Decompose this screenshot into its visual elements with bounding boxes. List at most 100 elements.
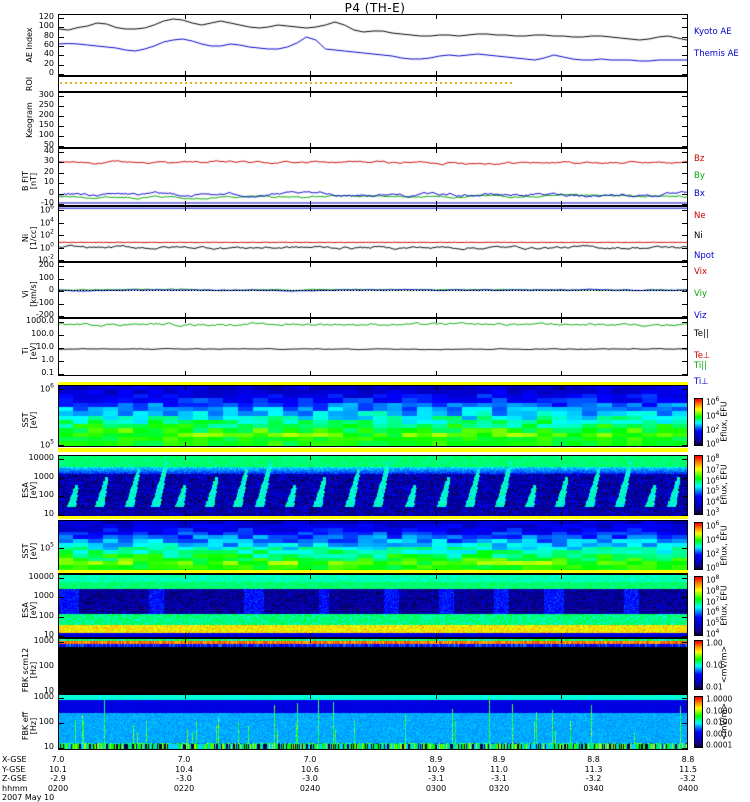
xtick-keogram-0: [185, 143, 186, 147]
axis-tick-z_gse-3: -3.1: [428, 774, 444, 783]
cb-esa1-tick-5: 103: [706, 506, 720, 518]
xtick-ni-0: [185, 257, 186, 261]
ytick-bfit-3: 10: [43, 177, 54, 187]
ytick-fbk_eff-2: 10: [43, 742, 54, 751]
roi-indicator: [60, 82, 514, 84]
xtick-ae-1: [310, 15, 311, 19]
xtick-fbk_scm-0: [185, 689, 186, 693]
panel-tite: [58, 318, 688, 376]
xtick-fbk_eff-2: [436, 745, 437, 749]
legend-vi-2: Viz: [694, 311, 707, 321]
xtick-ni-2: [436, 257, 437, 261]
ytick-keogram-0: 300: [38, 90, 54, 99]
tickmark-tite-2: [59, 348, 64, 349]
xtick-sst1-2: [436, 386, 437, 390]
xtick-sst1-0: [185, 442, 186, 446]
cb-fbk-scm-tick-0: 1.00: [706, 638, 723, 648]
ytick-tite-3: 1.0: [41, 355, 54, 364]
tickmark-ni-1: [59, 222, 64, 224]
legend-tite-0: Te||: [694, 329, 709, 339]
xtick-vi-1: [310, 263, 311, 267]
xtick-esa1-3: [561, 456, 562, 460]
cb-esa2-tick-4: 105: [706, 616, 720, 628]
xtick-sst1-1: [310, 442, 311, 446]
ytick-ae-0: 120: [38, 12, 54, 21]
ytick-sst1-0: 106: [39, 382, 54, 394]
panel-tite-canvas: [59, 319, 687, 375]
panel-fbk_scm: [58, 638, 688, 694]
axis-tick-x_gse-2: 7.0: [303, 755, 317, 764]
tickmark-ae-2: [59, 36, 64, 38]
tickmark-fbk_eff-2: [682, 748, 687, 749]
xtick-vi-0: [185, 313, 186, 317]
tickmark-vi-4: [682, 316, 687, 317]
axis-tick-z_gse-5: -3.2: [585, 774, 602, 783]
tickmark-keogram-0: [682, 96, 687, 97]
panel-fbk_eff: [58, 694, 688, 750]
ytick-vi-4: -200: [35, 310, 54, 319]
panel-bfit: [58, 148, 688, 206]
cb-sst2-tick-0: 106: [706, 519, 720, 531]
axis-tick-z_gse-4: -3.1: [491, 774, 507, 783]
tickmark-ae-6: [59, 74, 64, 75]
ytick-keogram-5: 50: [43, 140, 54, 149]
xtick-esa1-0: [185, 456, 186, 460]
ytick-bfit-5: -10: [40, 198, 54, 207]
axis-tick-y_gse-4: 11.0: [490, 764, 508, 774]
ytick-fbk_scm-2: 10: [43, 686, 54, 695]
axis-tick-z_gse-6: -3.2: [680, 774, 696, 783]
cb-sst2-tick-3: 100: [706, 561, 720, 573]
axis-tick-x_gse-5: 8.8: [587, 755, 600, 764]
ytick-sst1-1: 105: [39, 438, 54, 450]
tickmark-ni-0: [59, 210, 64, 211]
cb-esa1-tick-2: 106: [706, 474, 720, 485]
xtick-esa2-2: [436, 575, 437, 579]
cb-esa2-tick-3: 106: [706, 606, 720, 617]
xtick-roi-2: [436, 87, 437, 91]
legend-ae-1: Themis AE: [694, 49, 739, 59]
tickmark-vi-1: [682, 278, 687, 280]
xtick-keogram-0: [185, 93, 186, 97]
legend-vi-1: Viy: [694, 289, 708, 299]
tickmark-esa1-1: [59, 477, 64, 479]
tickmark-ni-0: [682, 210, 687, 211]
ytick-keogram-4: 100: [38, 130, 54, 139]
panel-sst1: [58, 385, 688, 447]
tickmark-vi-2: [59, 291, 64, 292]
xtick-keogram-2: [436, 143, 437, 147]
xtick-fbk_scm-1: [310, 689, 311, 693]
xtick-fbk_eff-3: [561, 695, 562, 699]
xtick-bfit-3: [561, 201, 562, 205]
panel-keogram-canvas: [59, 93, 687, 147]
tickmark-ae-3: [682, 46, 687, 47]
axis-tick-y_gse-2: 10.6: [301, 764, 319, 774]
tickmark-esa2-2: [59, 616, 64, 618]
legend-vi-0: Vix: [694, 267, 708, 277]
axis-tick-x_gse-4: 8.9: [492, 755, 506, 764]
tickmark-esa1-0: [682, 459, 687, 460]
xtick-roi-1: [310, 77, 311, 81]
tickmark-ni-2: [682, 235, 687, 236]
cb-fbk-eff: [694, 696, 703, 748]
yellow-separator-0: [58, 382, 688, 385]
ytick-vi-3: -100: [35, 297, 54, 307]
ytick-tite-4: 0.1: [41, 368, 54, 377]
tickmark-esa2-0: [682, 578, 687, 579]
tickmark-ni-4: [682, 260, 687, 261]
panel-ni: [58, 206, 688, 262]
cb-sst2-tick-1: 104: [706, 533, 720, 545]
tickmark-fbk_eff-2: [59, 748, 64, 749]
axis-row-label-2: Z-GSE: [2, 774, 27, 783]
xtick-fbk_eff-2: [436, 695, 437, 699]
tickmark-vi-0: [59, 266, 64, 267]
tickmark-tite-4: [682, 374, 687, 375]
xtick-roi-0: [185, 77, 186, 81]
xtick-tite-1: [310, 319, 311, 323]
tickmark-ae-5: [59, 64, 64, 66]
tickmark-vi-2: [682, 291, 687, 292]
cb-fbk-scm-tick-1: 0.10: [706, 660, 723, 670]
panel-esa2-canvas: [59, 575, 687, 637]
axis-tick-hhmm-6: 0400: [677, 783, 699, 793]
xtick-esa2-0: [185, 633, 186, 637]
tickmark-tite-3: [59, 361, 64, 362]
